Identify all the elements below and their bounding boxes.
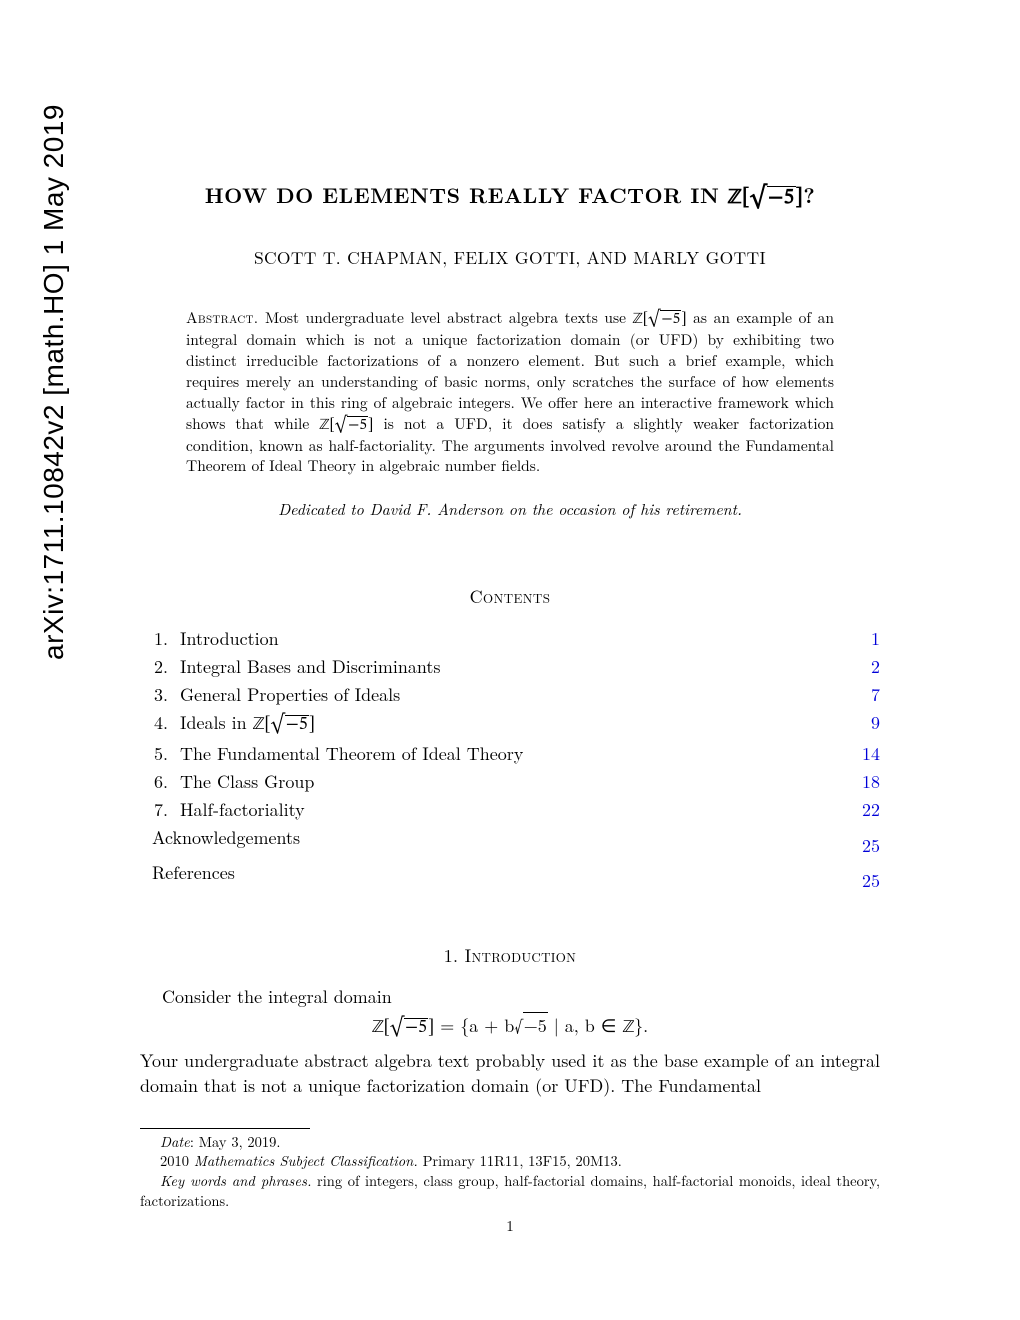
msc-text: Primary 11R11, 13F15, 20M13. xyxy=(418,1151,622,1171)
toc-row: Acknowledgements 25 xyxy=(140,824,880,860)
toc-label[interactable]: The Class Group xyxy=(180,768,314,796)
integers-symbol: ℤ xyxy=(622,1019,634,1037)
toc-num: 6. xyxy=(140,768,180,796)
toc-page[interactable]: 2 xyxy=(859,653,880,681)
toc-num: 2. xyxy=(140,653,180,681)
toc-row: 2.Integral Bases and Discriminants 2 xyxy=(140,653,880,681)
abstract-text-1: Most undergraduate level abstract algebr… xyxy=(258,307,632,328)
authors: SCOTT T. CHAPMAN, FELIX GOTTI, AND MARLY… xyxy=(140,245,880,270)
toc-row: 3.General Properties of Ideals 7 xyxy=(140,681,880,709)
title-prefix: HOW DO ELEMENTS REALLY FACTOR IN xyxy=(205,180,728,210)
toc-page[interactable]: 18 xyxy=(850,768,880,796)
dedication: Dedicated to David F. Anderson on the oc… xyxy=(186,497,834,520)
ring-symbol-abstract-1: ℤ[√−5] xyxy=(633,311,687,327)
arxiv-stamp: arXiv:1711.10842v2 [math.HO] 1 May 2019 xyxy=(38,104,70,660)
toc-page[interactable]: 25 xyxy=(850,832,880,860)
toc-page[interactable]: 1 xyxy=(859,625,880,653)
toc-label[interactable]: The Fundamental Theorem of Ideal Theory xyxy=(180,740,523,768)
toc-num: 7. xyxy=(140,796,180,824)
eq-mid-2: | a, b ∈ xyxy=(548,1013,623,1038)
page-number: 1 xyxy=(140,1215,880,1236)
toc-label[interactable]: General Properties of Ideals xyxy=(180,681,400,709)
table-of-contents: 1.Introduction 1 2.Integral Bases and Di… xyxy=(140,625,880,895)
intro-body: Consider the integral domain ℤ[√−5] = {a… xyxy=(140,984,880,1098)
toc-page[interactable]: 25 xyxy=(850,867,880,895)
msc-label: Mathematics Subject Classification. xyxy=(194,1151,418,1171)
ring-symbol-abstract-2: ℤ[√−5] xyxy=(319,417,373,433)
toc-page[interactable]: 9 xyxy=(859,709,880,737)
section-title: Introduction xyxy=(465,943,577,968)
toc-row: References 25 xyxy=(140,859,880,895)
toc-row: 1.Introduction 1 xyxy=(140,625,880,653)
display-equation: ℤ[√−5] = {a + b√−5 | a, b ∈ ℤ}. xyxy=(140,1013,880,1041)
ring-symbol: ℤ[√−5] xyxy=(728,187,803,208)
toc-row: 4.Ideals in ℤ[√−5] 9 xyxy=(140,709,880,740)
toc-label[interactable]: Introduction xyxy=(180,625,279,653)
toc-page[interactable]: 22 xyxy=(850,796,880,824)
toc-label[interactable]: Ideals in ℤ[√−5] xyxy=(180,709,315,740)
msc-year: 2010 xyxy=(160,1151,194,1171)
toc-page[interactable]: 7 xyxy=(859,681,880,709)
footnote-keywords: Key words and phrases. ring of integers,… xyxy=(140,1172,880,1211)
toc-label-prefix: Ideals in xyxy=(180,710,253,735)
toc-row: 7.Half-factoriality 22 xyxy=(140,796,880,824)
toc-num: 1. xyxy=(140,625,180,653)
toc-label[interactable]: Integral Bases and Discriminants xyxy=(180,653,440,681)
kw-label: Key words and phrases. xyxy=(160,1171,311,1191)
title-suffix: ? xyxy=(803,180,815,210)
footnote-rule xyxy=(140,1128,310,1129)
ring-symbol-toc: ℤ[√−5] xyxy=(253,716,315,734)
toc-label[interactable]: Half-factoriality xyxy=(180,796,305,824)
toc-num: 4. xyxy=(140,709,180,740)
toc-label[interactable]: Acknowledgements xyxy=(152,824,300,852)
section-1-heading: 1. Introduction xyxy=(140,943,880,968)
toc-row: 6.The Class Group 18 xyxy=(140,768,880,796)
date-text: : May 3, 2019. xyxy=(190,1132,281,1152)
toc-num xyxy=(140,859,152,887)
toc-num: 3. xyxy=(140,681,180,709)
toc-num: 5. xyxy=(140,740,180,768)
eq-end: }. xyxy=(634,1013,648,1038)
date-label: Date xyxy=(160,1132,190,1152)
footnotes: Date: May 3, 2019. 2010 Mathematics Subj… xyxy=(140,1133,880,1211)
contents-heading: Contents xyxy=(140,584,880,609)
toc-row: 5.The Fundamental Theorem of Ideal Theor… xyxy=(140,740,880,768)
toc-label[interactable]: References xyxy=(152,859,235,887)
footnote-msc: 2010 Mathematics Subject Classification.… xyxy=(140,1152,880,1172)
toc-page[interactable]: 14 xyxy=(850,740,880,768)
abstract: Abstract. Most undergraduate level abstr… xyxy=(186,308,834,477)
ring-symbol-eq-lhs: ℤ[√−5] xyxy=(372,1019,434,1037)
sqrt-neg5: √−5 xyxy=(514,1013,548,1038)
eq-mid-1: = {a + b xyxy=(434,1013,514,1038)
footnote-date: Date: May 3, 2019. xyxy=(140,1133,880,1153)
toc-num xyxy=(140,824,152,852)
intro-para-2: Your undergraduate abstract algebra text… xyxy=(140,1048,880,1098)
section-num: 1. xyxy=(444,943,459,968)
intro-line-1: Consider the integral domain xyxy=(140,984,880,1009)
abstract-label: Abstract. xyxy=(186,307,258,328)
paper-title: HOW DO ELEMENTS REALLY FACTOR IN ℤ[√−5]? xyxy=(140,180,880,211)
page-content: HOW DO ELEMENTS REALLY FACTOR IN ℤ[√−5]?… xyxy=(140,180,880,1236)
